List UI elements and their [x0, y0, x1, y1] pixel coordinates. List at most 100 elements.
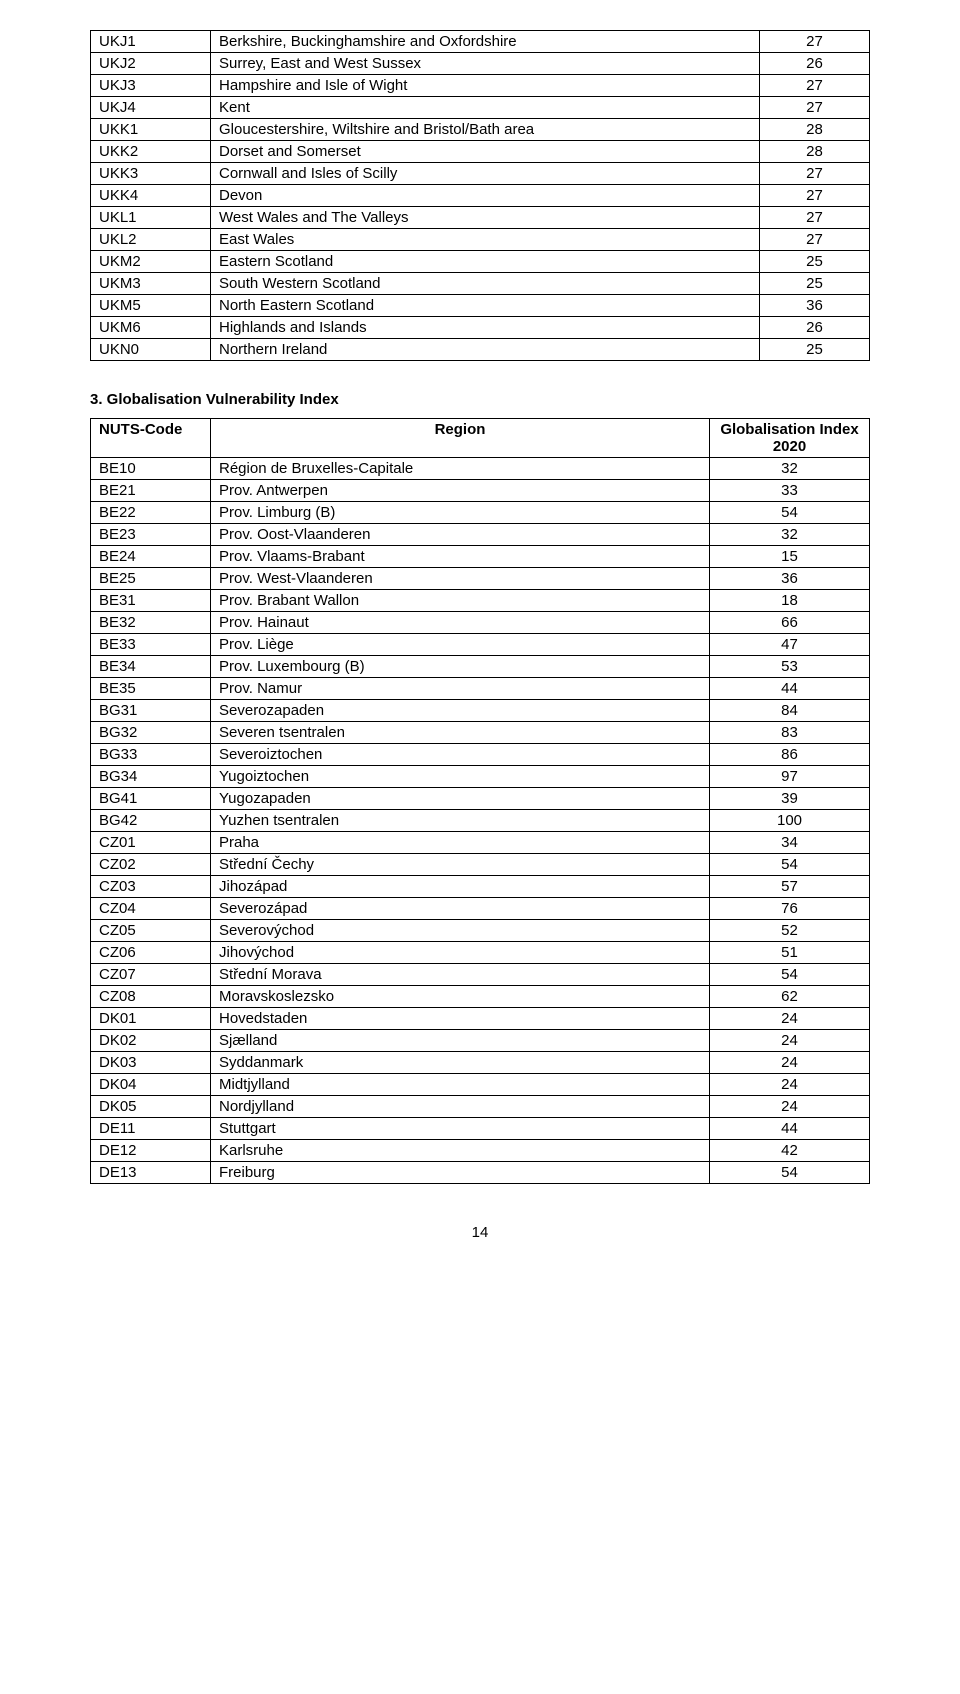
cell-region: Gloucestershire, Wiltshire and Bristol/B… — [211, 119, 760, 141]
cell-code: CZ06 — [91, 942, 211, 964]
cell-region: Severozápad — [211, 898, 710, 920]
cell-value: 28 — [760, 141, 870, 163]
table-row: CZ08Moravskoslezsko62 — [91, 986, 870, 1008]
cell-value: 39 — [710, 788, 870, 810]
cell-value: 44 — [710, 1118, 870, 1140]
table-row: BG41Yugozapaden39 — [91, 788, 870, 810]
cell-value: 27 — [760, 31, 870, 53]
cell-code: UKK3 — [91, 163, 211, 185]
table-row: DK01Hovedstaden24 — [91, 1008, 870, 1030]
cell-code: UKK1 — [91, 119, 211, 141]
cell-region: Severen tsentralen — [211, 722, 710, 744]
table-row: UKN0Northern Ireland25 — [91, 339, 870, 361]
cell-code: DE13 — [91, 1162, 211, 1184]
cell-code: DK04 — [91, 1074, 211, 1096]
table-row: DK03Syddanmark24 — [91, 1052, 870, 1074]
table-row: BE35Prov. Namur44 — [91, 678, 870, 700]
table-row: BG31Severozapaden84 — [91, 700, 870, 722]
cell-code: UKM6 — [91, 317, 211, 339]
cell-value: 24 — [710, 1074, 870, 1096]
table-row: CZ07Střední Morava54 — [91, 964, 870, 986]
cell-code: UKM3 — [91, 273, 211, 295]
cell-value: 76 — [710, 898, 870, 920]
cell-code: BG32 — [91, 722, 211, 744]
table-row: UKL1West Wales and The Valleys27 — [91, 207, 870, 229]
cell-region: Surrey, East and West Sussex — [211, 53, 760, 75]
cell-value: 26 — [760, 53, 870, 75]
cell-region: Moravskoslezsko — [211, 986, 710, 1008]
header-code: NUTS-Code — [91, 419, 211, 458]
table-row: BE33Prov. Liège47 — [91, 634, 870, 656]
cell-region: Praha — [211, 832, 710, 854]
cell-code: BG41 — [91, 788, 211, 810]
cell-value: 34 — [710, 832, 870, 854]
table-row: DK04Midtjylland24 — [91, 1074, 870, 1096]
cell-value: 54 — [710, 502, 870, 524]
cell-value: 25 — [760, 251, 870, 273]
cell-code: BE10 — [91, 458, 211, 480]
cell-code: DK05 — [91, 1096, 211, 1118]
cell-value: 27 — [760, 229, 870, 251]
cell-code: UKK2 — [91, 141, 211, 163]
cell-value: 26 — [760, 317, 870, 339]
cell-value: 28 — [760, 119, 870, 141]
header-value: Globalisation Index 2020 — [710, 419, 870, 458]
cell-code: DK02 — [91, 1030, 211, 1052]
cell-value: 24 — [710, 1096, 870, 1118]
table-row: BE21Prov. Antwerpen33 — [91, 480, 870, 502]
cell-code: DE11 — [91, 1118, 211, 1140]
table-row: BG33Severoiztochen86 — [91, 744, 870, 766]
cell-code: BE22 — [91, 502, 211, 524]
cell-value: 24 — [710, 1052, 870, 1074]
cell-region: Prov. Namur — [211, 678, 710, 700]
cell-code: BE25 — [91, 568, 211, 590]
cell-value: 83 — [710, 722, 870, 744]
table-row: UKJ1Berkshire, Buckinghamshire and Oxfor… — [91, 31, 870, 53]
cell-value: 24 — [710, 1030, 870, 1052]
table-row: UKM5North Eastern Scotland36 — [91, 295, 870, 317]
cell-code: BE33 — [91, 634, 211, 656]
cell-code: UKJ4 — [91, 97, 211, 119]
table-row: UKJ3Hampshire and Isle of Wight27 — [91, 75, 870, 97]
cell-value: 47 — [710, 634, 870, 656]
cell-region: Prov. Limburg (B) — [211, 502, 710, 524]
cell-code: UKL2 — [91, 229, 211, 251]
cell-value: 27 — [760, 207, 870, 229]
cell-value: 27 — [760, 185, 870, 207]
cell-code: CZ01 — [91, 832, 211, 854]
cell-region: Karlsruhe — [211, 1140, 710, 1162]
cell-region: Prov. Hainaut — [211, 612, 710, 634]
cell-region: Prov. Luxembourg (B) — [211, 656, 710, 678]
header-region: Region — [211, 419, 710, 458]
cell-region: Devon — [211, 185, 760, 207]
cell-code: BE34 — [91, 656, 211, 678]
cell-code: UKN0 — [91, 339, 211, 361]
cell-region: Highlands and Islands — [211, 317, 760, 339]
cell-region: Prov. Antwerpen — [211, 480, 710, 502]
table-row: DK05Nordjylland24 — [91, 1096, 870, 1118]
cell-value: 33 — [710, 480, 870, 502]
cell-region: Prov. Brabant Wallon — [211, 590, 710, 612]
table-row: BE31Prov. Brabant Wallon18 — [91, 590, 870, 612]
cell-value: 54 — [710, 854, 870, 876]
cell-value: 25 — [760, 273, 870, 295]
cell-code: UKJ1 — [91, 31, 211, 53]
cell-value: 84 — [710, 700, 870, 722]
table-row: BE25Prov. West-Vlaanderen36 — [91, 568, 870, 590]
cell-region: East Wales — [211, 229, 760, 251]
cell-code: DK03 — [91, 1052, 211, 1074]
cell-region: Severozapaden — [211, 700, 710, 722]
table-row: CZ06Jihovýchod51 — [91, 942, 870, 964]
table-row: BE23Prov. Oost-Vlaanderen32 — [91, 524, 870, 546]
cell-region: Severoiztochen — [211, 744, 710, 766]
cell-value: 97 — [710, 766, 870, 788]
cell-value: 27 — [760, 97, 870, 119]
cell-region: Severovýchod — [211, 920, 710, 942]
table-row: CZ05Severovýchod52 — [91, 920, 870, 942]
cell-code: UKM2 — [91, 251, 211, 273]
cell-region: Hovedstaden — [211, 1008, 710, 1030]
table-row: UKJ4Kent27 — [91, 97, 870, 119]
cell-code: UKM5 — [91, 295, 211, 317]
cell-code: CZ05 — [91, 920, 211, 942]
table-row: CZ01Praha34 — [91, 832, 870, 854]
